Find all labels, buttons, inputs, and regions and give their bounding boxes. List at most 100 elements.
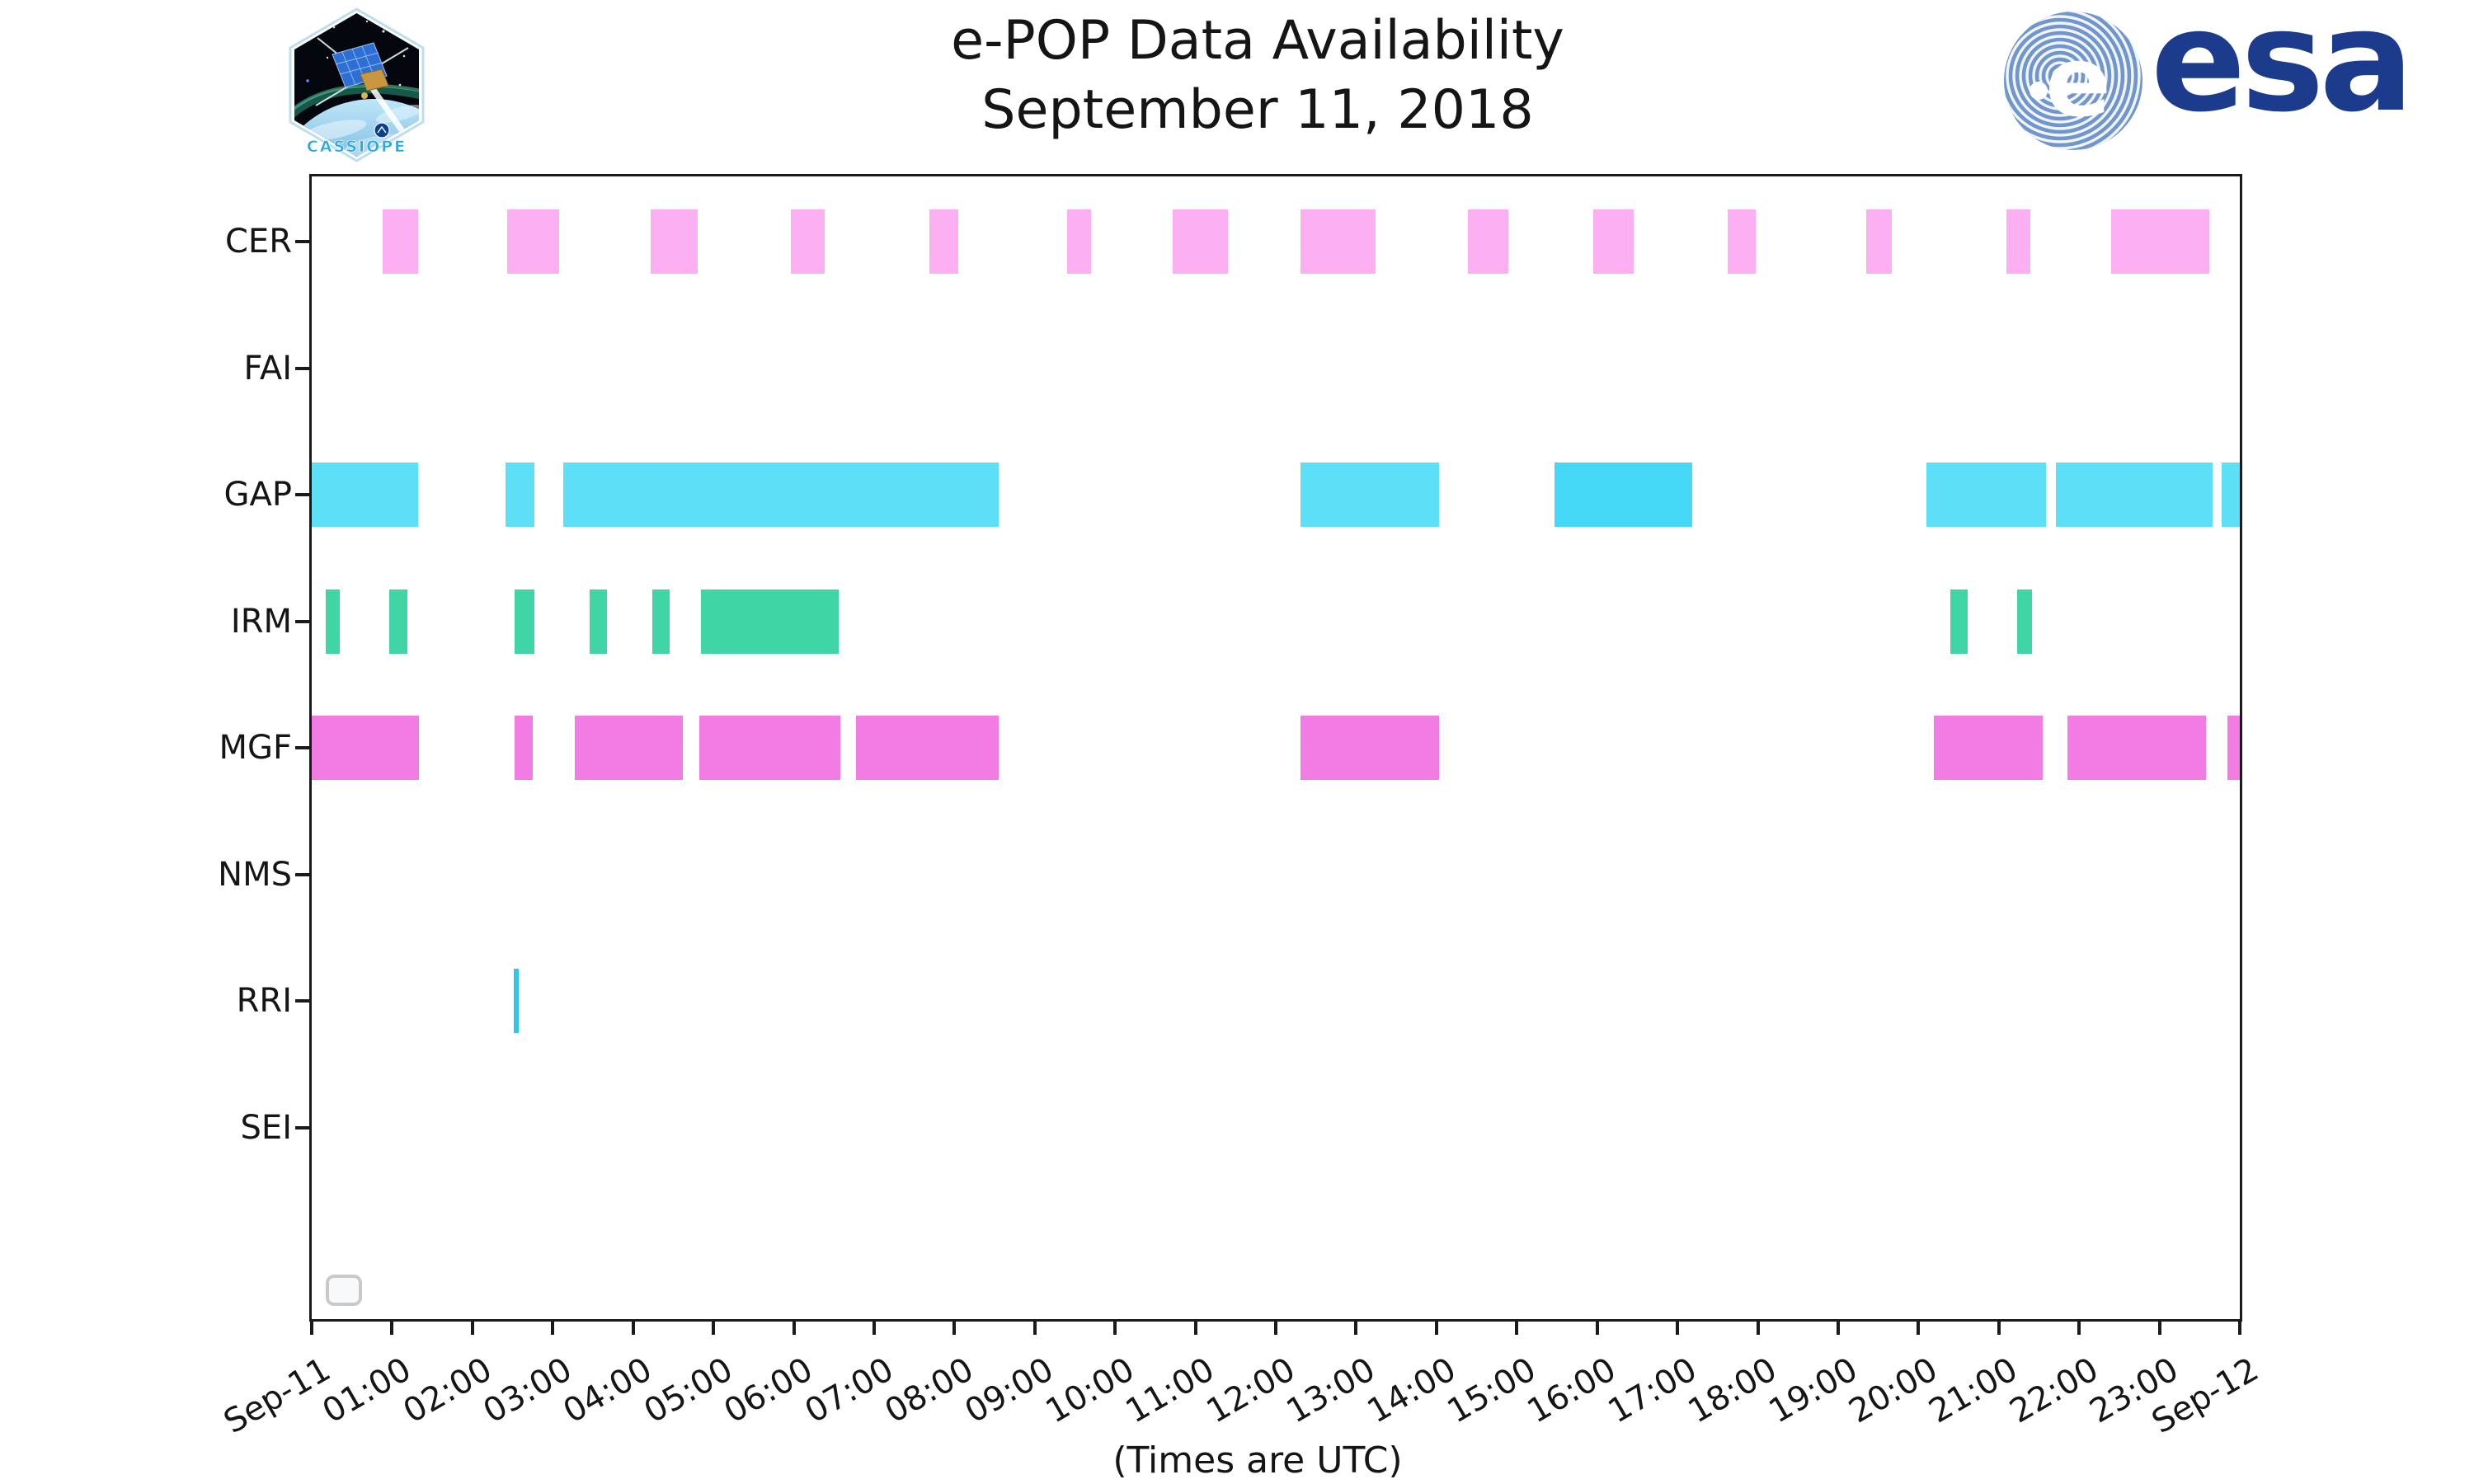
x-tick-mark xyxy=(1836,1322,1840,1335)
x-tick-mark xyxy=(1515,1322,1519,1335)
row-label-GAP: GAP xyxy=(223,476,292,514)
x-tick-mark xyxy=(712,1322,716,1335)
availability-bar-MGF xyxy=(515,716,533,781)
availability-bar-IRM xyxy=(325,589,341,654)
row-label-SEI: SEI xyxy=(240,1108,292,1147)
x-tick-mark xyxy=(1676,1322,1680,1335)
x-tick-mark xyxy=(2157,1322,2161,1335)
availability-bar-IRM xyxy=(590,589,607,654)
availability-bar-GAP xyxy=(2055,463,2213,528)
availability-bar-IRM xyxy=(652,589,670,654)
x-tick-label: 20:00 xyxy=(1842,1350,1945,1431)
x-tick-label: 04:00 xyxy=(557,1350,659,1431)
availability-bar-CER xyxy=(1592,209,1634,274)
availability-bar-CER xyxy=(929,209,959,274)
availability-bar-CER xyxy=(790,209,825,274)
x-tick-label: 02:00 xyxy=(396,1350,498,1431)
availability-bar-CER xyxy=(2111,209,2209,274)
y-tick-mark xyxy=(295,493,309,497)
x-tick-label: 19:00 xyxy=(1762,1350,1864,1431)
availability-bar-MGF xyxy=(1300,716,1439,781)
availability-bar-IRM xyxy=(1950,589,1968,654)
y-tick-mark xyxy=(295,1125,309,1129)
availability-bar-CER xyxy=(1467,209,1509,274)
x-tick-label: 05:00 xyxy=(637,1350,740,1431)
y-tick-mark xyxy=(295,240,309,243)
x-tick-label: 09:00 xyxy=(958,1350,1061,1431)
x-tick-mark xyxy=(310,1322,313,1335)
availability-bar-MGF xyxy=(2067,716,2207,781)
x-tick-mark xyxy=(1595,1322,1599,1335)
availability-bar-GAP xyxy=(1926,463,2047,528)
x-tick-mark xyxy=(470,1322,474,1335)
x-tick-mark xyxy=(1917,1322,1921,1335)
x-tick-mark xyxy=(2077,1322,2081,1335)
x-tick-label: 22:00 xyxy=(2003,1350,2105,1431)
availability-bar-CER xyxy=(1728,209,1756,274)
availability-bar-CER xyxy=(1066,209,1091,274)
availability-bar-CER xyxy=(382,209,418,274)
svg-text:e: e xyxy=(2045,25,2111,139)
x-tick-label: 12:00 xyxy=(1200,1350,1301,1431)
x-tick-mark xyxy=(1997,1322,2001,1335)
x-tick-mark xyxy=(2238,1322,2241,1335)
x-tick-mark xyxy=(952,1322,957,1335)
x-tick-label: 13:00 xyxy=(1280,1350,1382,1431)
x-tick-label: 10:00 xyxy=(1039,1350,1141,1431)
x-tick-mark xyxy=(1274,1322,1277,1335)
availability-bar-MGF xyxy=(312,716,419,781)
x-tick-mark xyxy=(551,1322,555,1335)
availability-bar-GAP xyxy=(562,463,999,528)
x-tick-mark xyxy=(631,1322,635,1335)
availability-bar-GAP xyxy=(1554,463,1692,528)
x-tick-label: 18:00 xyxy=(1681,1350,1784,1431)
availability-bar-MGF xyxy=(856,716,999,781)
x-tick-mark xyxy=(1193,1322,1197,1335)
y-tick-mark xyxy=(295,619,309,623)
availability-bar-CER xyxy=(2006,209,2030,274)
plot-area xyxy=(309,174,2242,1322)
esa-logo-text: esa xyxy=(2151,0,2414,143)
x-tick-mark xyxy=(1434,1322,1438,1335)
x-tick-label: 16:00 xyxy=(1521,1350,1623,1431)
availability-bar-IRM xyxy=(2017,589,2032,654)
x-tick-mark xyxy=(792,1322,796,1335)
y-tick-mark xyxy=(295,872,309,876)
row-label-FAI: FAI xyxy=(243,349,293,387)
availability-bar-MGF xyxy=(574,716,684,781)
row-label-RRI: RRI xyxy=(236,982,292,1021)
x-tick-label: 17:00 xyxy=(1602,1350,1704,1431)
esa-logo: e esa xyxy=(2002,0,2464,158)
x-tick-mark xyxy=(390,1322,394,1335)
x-tick-label: 15:00 xyxy=(1441,1350,1543,1431)
availability-bar-RRI xyxy=(513,969,520,1034)
availability-bar-IRM xyxy=(515,589,534,654)
availability-bar-GAP xyxy=(505,463,534,528)
y-tick-mark xyxy=(295,999,309,1003)
row-label-CER: CER xyxy=(225,223,292,261)
x-tick-mark xyxy=(1354,1322,1358,1335)
row-label-IRM: IRM xyxy=(230,602,292,641)
availability-bar-GAP xyxy=(2221,463,2240,528)
availability-bar-IRM xyxy=(389,589,407,654)
x-tick-mark xyxy=(1113,1322,1117,1335)
x-tick-label: 06:00 xyxy=(717,1350,820,1431)
x-tick-label: 08:00 xyxy=(878,1350,981,1431)
availability-bar-CER xyxy=(506,209,560,274)
availability-bar-MGF xyxy=(2227,716,2240,781)
x-tick-label: 07:00 xyxy=(798,1350,900,1431)
row-label-NMS: NMS xyxy=(218,855,292,894)
title-line-1: e-POP Data Availability xyxy=(951,10,1564,72)
availability-bar-IRM xyxy=(701,589,840,654)
availability-bar-GAP xyxy=(312,463,418,528)
x-tick-label: 03:00 xyxy=(477,1350,579,1431)
satellite xyxy=(315,37,410,140)
x-tick-label: 01:00 xyxy=(316,1350,418,1431)
chart-title: e-POP Data Availability September 11, 20… xyxy=(639,7,1876,145)
x-tick-mark xyxy=(872,1322,876,1335)
esa-swirl-icon: e xyxy=(2004,12,2142,150)
availability-bar-MGF xyxy=(1933,716,2044,781)
x-tick-label: 21:00 xyxy=(1922,1350,2025,1431)
availability-bar-CER xyxy=(1866,209,1893,274)
cassiope-patch-logo: CASSIOPE xyxy=(289,7,425,162)
